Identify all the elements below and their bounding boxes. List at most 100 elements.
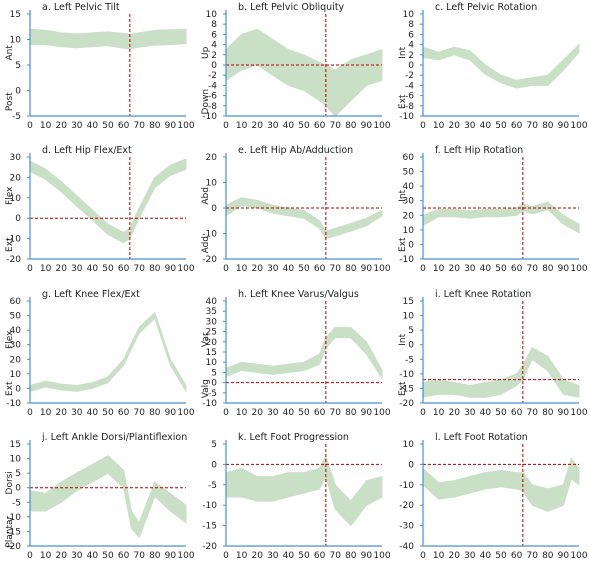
y-tick-label: 20 bbox=[206, 153, 218, 163]
y-tick-label: -30 bbox=[399, 522, 414, 532]
x-tick-label: 60 bbox=[314, 264, 326, 274]
y-tick-label: 40 bbox=[10, 326, 22, 336]
x-tick-label: 30 bbox=[71, 408, 83, 418]
x-tick-label: 30 bbox=[267, 121, 279, 131]
direction-label-negative: Plantar bbox=[5, 515, 15, 547]
chart-title: g. Left Knee Flex/Ext bbox=[42, 289, 140, 300]
sd-band bbox=[422, 457, 580, 512]
x-tick-label: 60 bbox=[511, 121, 523, 131]
y-tick-label: 30 bbox=[403, 197, 415, 207]
direction-label-positive: Flex bbox=[5, 330, 15, 349]
direction-label-negative: Ext bbox=[398, 381, 408, 396]
y-tick-label: -10 bbox=[202, 501, 217, 511]
y-tick-label: 5 bbox=[211, 368, 217, 378]
x-tick-label: 40 bbox=[480, 408, 492, 418]
y-tick-label: 10 bbox=[10, 36, 22, 46]
x-tick-label: 80 bbox=[345, 408, 357, 418]
x-tick-label: 90 bbox=[165, 264, 177, 274]
y-tick-label: 5 bbox=[15, 469, 21, 479]
y-tick-label: -8 bbox=[208, 102, 217, 112]
x-tick-label: 10 bbox=[433, 264, 445, 274]
x-tick-label: 100 bbox=[373, 551, 390, 561]
y-tick-label: 60 bbox=[10, 297, 22, 307]
y-tick-label: -5 bbox=[12, 498, 21, 508]
x-tick-label: 30 bbox=[267, 264, 279, 274]
y-tick-label: -5 bbox=[208, 481, 217, 491]
x-tick-label: 10 bbox=[236, 551, 248, 561]
direction-label-negative: Valg bbox=[201, 379, 211, 398]
y-tick-label: -20 bbox=[399, 399, 414, 409]
chart-title: d. Left Hip Flex/Ext bbox=[42, 145, 132, 156]
y-tick-label: 10 bbox=[206, 358, 218, 368]
chart-panel: h. Left Knee Varus/Valgus -10 -5 0 5 10 15 20 25… bbox=[196, 287, 392, 426]
x-tick-label: 0 bbox=[223, 551, 229, 561]
direction-label-negative: Ext bbox=[398, 94, 408, 109]
chart-title: h. Left Knee Varus/Valgus bbox=[238, 289, 359, 300]
x-tick-label: 90 bbox=[361, 264, 373, 274]
x-tick-label: 80 bbox=[345, 121, 357, 131]
chart-panel: c. Left Pelvic Rotation -10 -8 -6 -4 -2 0 2 4 6 8 1… bbox=[393, 0, 589, 139]
y-tick-label: 5 bbox=[211, 440, 217, 450]
chart-panel: l. Left Foot Rotation -40 -30 -20 -10 0 10 0 10 2… bbox=[393, 430, 589, 569]
chart-svg: b. Left Pelvic Obliquity-10-8-6-4-202468… bbox=[201, 2, 391, 131]
x-tick-label: 10 bbox=[40, 264, 52, 274]
y-tick-label: -8 bbox=[405, 102, 414, 112]
x-tick-label: 20 bbox=[448, 408, 460, 418]
y-tick-label: 10 bbox=[403, 10, 415, 20]
y-tick-label: 20 bbox=[403, 211, 415, 221]
x-tick-label: 70 bbox=[133, 408, 145, 418]
x-tick-label: 0 bbox=[223, 408, 229, 418]
chart-title: i. Left Knee Rotation bbox=[435, 289, 531, 300]
x-tick-label: 90 bbox=[361, 121, 373, 131]
chart-title: j. Left Ankle Dorsi/Plantiflexion bbox=[41, 432, 187, 443]
x-tick-label: 80 bbox=[149, 121, 161, 131]
x-tick-label: 70 bbox=[133, 121, 145, 131]
x-tick-label: 20 bbox=[251, 264, 263, 274]
x-tick-label: 20 bbox=[448, 551, 460, 561]
x-tick-label: 70 bbox=[526, 408, 538, 418]
x-tick-label: 40 bbox=[283, 264, 295, 274]
y-tick-label: 10 bbox=[10, 370, 22, 380]
chart-panel: f. Left Hip Rotation -10 0 10 20 30 40 50 60 0 10 2… bbox=[393, 143, 589, 282]
x-tick-label: 50 bbox=[298, 408, 310, 418]
x-tick-label: 40 bbox=[87, 264, 99, 274]
x-tick-label: 10 bbox=[236, 121, 248, 131]
y-tick-label: 4 bbox=[211, 41, 217, 51]
y-tick-label: -10 bbox=[202, 112, 217, 122]
y-tick-label: 0 bbox=[15, 87, 21, 97]
chart-panel: e. Left Hip Ab/Adduction -20 -10 0 10 20 0 10 20… bbox=[196, 143, 392, 282]
y-tick-label: -15 bbox=[202, 522, 217, 532]
x-tick-label: 0 bbox=[223, 121, 229, 131]
y-tick-label: -2 bbox=[405, 71, 414, 81]
x-tick-label: 10 bbox=[433, 121, 445, 131]
x-tick-label: 40 bbox=[480, 551, 492, 561]
chart-panel: g. Left Knee Flex/Ext -10 0 10 20 30 40 50 60 0 10… bbox=[0, 287, 196, 426]
y-tick-label: 2 bbox=[408, 51, 414, 61]
sd-band bbox=[422, 43, 580, 89]
chart-panel: i. Left Knee Rotation -20 -15 -10 -5 0 5 10 15 0 1… bbox=[393, 287, 589, 426]
direction-label-negative: Post bbox=[5, 92, 15, 111]
y-tick-label: 10 bbox=[403, 226, 415, 236]
y-tick-label: 40 bbox=[403, 182, 415, 192]
x-tick-label: 60 bbox=[118, 551, 130, 561]
chart-svg: j. Left Ankle Dorsi/Plantiflexion -20 -15 -… bbox=[5, 432, 195, 561]
x-tick-label: 60 bbox=[118, 121, 130, 131]
y-tick-label: -6 bbox=[405, 92, 414, 102]
y-tick-label: -20 bbox=[202, 542, 217, 552]
direction-label-positive: Int bbox=[398, 46, 408, 58]
x-tick-label: 30 bbox=[267, 551, 279, 561]
x-tick-label: 50 bbox=[298, 121, 310, 131]
y-tick-label: -6 bbox=[208, 92, 217, 102]
y-tick-label: 5 bbox=[408, 326, 414, 336]
chart-title: b. Left Pelvic Obliquity bbox=[238, 2, 345, 13]
direction-label-negative: Ext bbox=[5, 237, 15, 252]
x-tick-label: 30 bbox=[464, 551, 476, 561]
chart-title: l. Left Foot Rotation bbox=[435, 432, 528, 443]
y-tick-label: 10 bbox=[403, 312, 415, 322]
direction-label-negative: Ext bbox=[5, 381, 15, 396]
y-tick-label: 30 bbox=[10, 153, 22, 163]
x-tick-label: 80 bbox=[345, 264, 357, 274]
chart-panel: d. Left Hip Flex/Ext -20 -10 0 10 20 30 0 10 20 30… bbox=[0, 143, 196, 282]
x-tick-label: 20 bbox=[55, 551, 67, 561]
x-tick-label: 90 bbox=[558, 408, 570, 418]
